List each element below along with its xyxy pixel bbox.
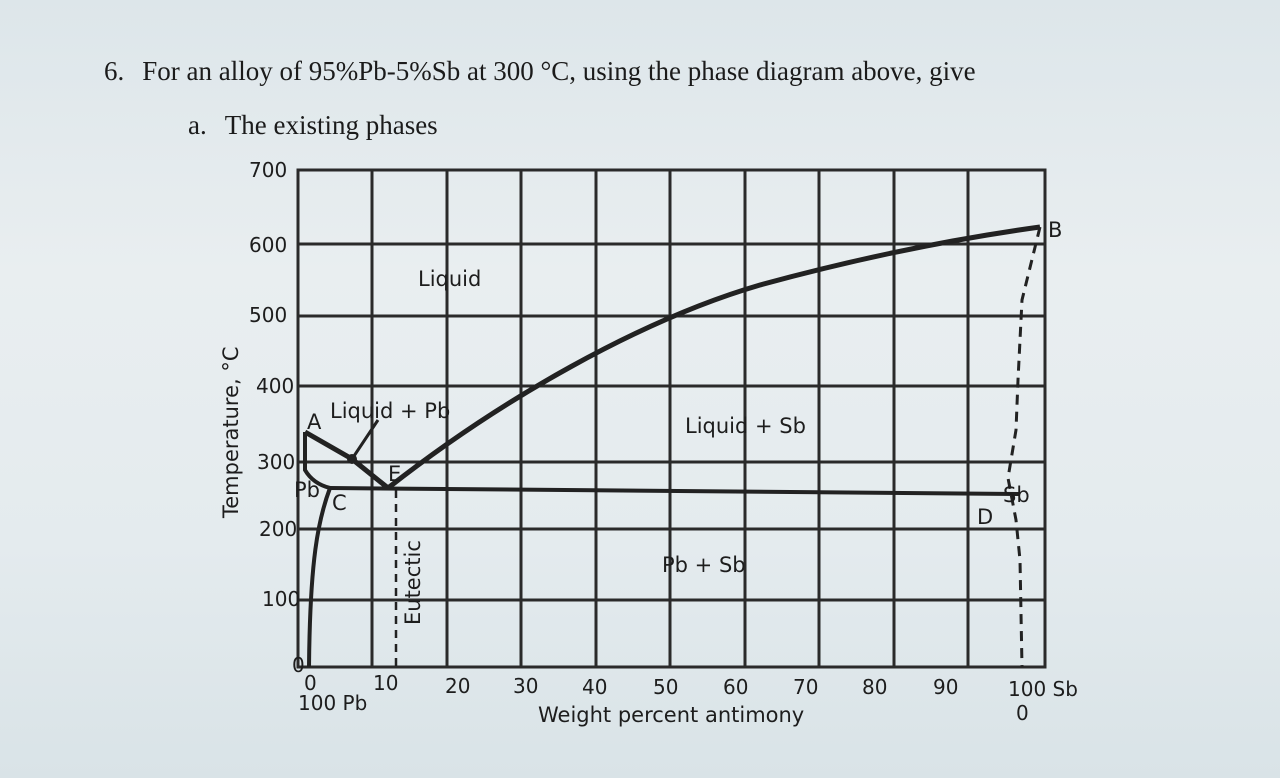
y-tick-500: 500 — [249, 303, 287, 327]
point-d: D — [977, 505, 993, 529]
x-tick-100-sb: 100 Sb — [1008, 677, 1078, 701]
y-tick-600: 600 — [249, 233, 287, 257]
region-pb-sb: Pb + Sb — [662, 553, 746, 577]
x-tick-50: 50 — [653, 675, 678, 699]
eutectic-isotherm — [329, 486, 1021, 496]
pb-solvus — [303, 432, 333, 668]
sub-question-letter: a. — [188, 110, 207, 140]
liquid-pb-pointer — [350, 419, 380, 460]
y-tick-0: 0 — [292, 653, 305, 677]
x-tick-90: 90 — [933, 675, 958, 699]
sb-solidus — [1006, 226, 1042, 668]
point-c: C — [332, 491, 347, 515]
region-liquid: Liquid — [418, 267, 481, 291]
liquidus-marker — [347, 454, 357, 464]
x-tick-70: 70 — [793, 675, 818, 699]
point-b: B — [1048, 218, 1062, 242]
sub-question-text: The existing phases — [224, 110, 438, 140]
x-axis-title: Weight percent antimony — [538, 703, 804, 727]
x-tick-60: 60 — [723, 675, 748, 699]
x-sub-100-pb: 100 Pb — [298, 691, 367, 715]
y-tick-300: 300 — [257, 450, 295, 474]
x-tick-20: 20 — [445, 674, 470, 698]
sub-question-line: a. The existing phases — [188, 110, 438, 141]
y-tick-200: 200 — [259, 517, 297, 541]
question-number: 6. — [104, 56, 125, 86]
region-pb: Pb — [294, 478, 320, 502]
point-a: A — [307, 410, 322, 434]
x-tick-0: 0 — [304, 671, 317, 695]
vertical-grid — [370, 170, 970, 667]
question-line: 6. For an alloy of 95%Pb-5%Sb at 300 °C, … — [104, 56, 976, 87]
x-sub-0: 0 — [1016, 701, 1029, 725]
y-tick-400: 400 — [256, 374, 294, 398]
liquidus-sb-side — [386, 224, 1041, 490]
y-tick-100: 100 — [262, 587, 300, 611]
question-text: For an alloy of 95%Pb-5%Sb at 300 °C, us… — [142, 56, 976, 86]
eutectic-label: Eutectic — [401, 540, 425, 625]
x-tick-40: 40 — [582, 675, 607, 699]
point-e: E — [388, 462, 401, 486]
region-liquid-sb: Liquid + Sb — [685, 414, 806, 438]
region-sb: Sb — [1003, 483, 1030, 507]
y-tick-700: 700 — [249, 158, 287, 182]
region-liquid-pb: Liquid + Pb — [330, 399, 450, 423]
x-tick-30: 30 — [513, 674, 538, 698]
x-tick-80: 80 — [862, 675, 887, 699]
x-tick-10: 10 — [373, 671, 398, 695]
y-axis-title: Temperature, °C — [219, 346, 243, 519]
